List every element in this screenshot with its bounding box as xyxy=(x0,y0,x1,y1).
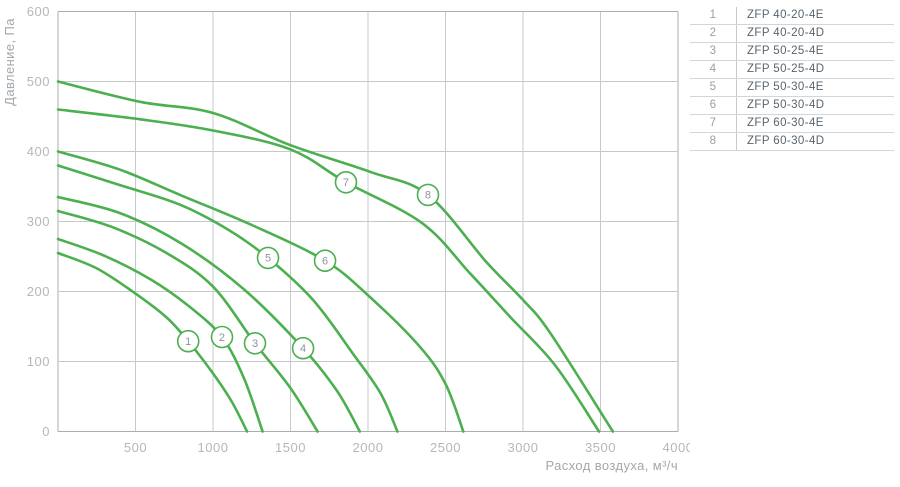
x-tick-label: 1500 xyxy=(275,440,306,455)
curve-label-number: 3 xyxy=(252,338,258,350)
legend-row-number: 6 xyxy=(690,97,737,114)
curve-label-8: 8 xyxy=(416,183,440,207)
curve-label-5: 5 xyxy=(256,246,280,270)
y-tick-label: 0 xyxy=(42,424,50,439)
x-tick-label: 2000 xyxy=(353,440,384,455)
curve-label-6: 6 xyxy=(313,249,337,273)
legend-table: 1 ZFP 40-20-4E 2 ZFP 40-20-4D 3 ZFP 50-25-4E 4… xyxy=(690,7,894,151)
legend-row: 2 ZFP 40-20-4D xyxy=(690,25,894,43)
curve-label-circle xyxy=(243,331,267,355)
legend-row-number: 1 xyxy=(690,7,737,24)
legend-row: 3 ZFP 50-25-4E xyxy=(690,43,894,61)
legend-row-number: 8 xyxy=(690,133,737,150)
x-tick-label: 1000 xyxy=(198,440,229,455)
curve-label-number: 4 xyxy=(300,343,306,355)
curve-label-number: 1 xyxy=(185,336,191,348)
legend-row-model: ZFP 50-30-4D xyxy=(747,99,825,111)
legend-row-number: 2 xyxy=(690,25,737,42)
x-tick-label: 4000 xyxy=(663,440,690,455)
legend-row-number: 7 xyxy=(690,115,737,132)
x-tick-label: 2500 xyxy=(430,440,461,455)
curve-7 xyxy=(56,108,601,433)
y-axis-title: Давление, Па xyxy=(2,18,17,106)
curve-label-7: 7 xyxy=(334,171,358,194)
axis-tick-labels: 500 1000 1500 2000 2500 3000 3500 4000010020030… xyxy=(27,4,690,455)
curve-4 xyxy=(56,195,362,433)
x-tick-label: 500 xyxy=(124,440,147,455)
curve-label-number: 8 xyxy=(425,190,431,202)
legend-row-model: ZFP 50-25-4E xyxy=(747,45,824,57)
x-axis-title: Расход воздуха, м³/ч xyxy=(545,458,678,473)
curve-2 xyxy=(56,237,264,433)
x-tick-label: 3500 xyxy=(585,440,616,455)
curve-label-circle xyxy=(176,329,200,353)
curve-label-3: 3 xyxy=(243,331,267,355)
legend-row-number: 3 xyxy=(690,43,737,60)
curve-8 xyxy=(56,80,615,433)
legend-row-number: 5 xyxy=(690,79,737,96)
curve-label-2: 2 xyxy=(210,325,234,349)
curve-number-markers: 1 2 3 4 5 6 7 8 xyxy=(176,171,440,360)
legend-row-model: ZFP 60-30-4D xyxy=(747,135,825,147)
y-tick-label: 300 xyxy=(27,214,50,229)
y-tick-label: 100 xyxy=(27,354,50,369)
legend-row-model: ZFP 60-30-4E xyxy=(747,117,824,129)
curve-label-4: 4 xyxy=(291,336,315,360)
legend-row: 5 ZFP 50-30-4E xyxy=(690,79,894,97)
legend-row: 4 ZFP 50-25-4D xyxy=(690,61,894,79)
curve-5 xyxy=(56,164,399,433)
y-tick-label: 400 xyxy=(27,144,50,159)
curve-label-number: 6 xyxy=(322,256,328,268)
chart-grid xyxy=(57,11,679,432)
curve-label-number: 2 xyxy=(219,332,225,344)
legend-row-number: 4 xyxy=(690,61,737,78)
legend-row: 1 ZFP 40-20-4E xyxy=(690,7,894,25)
legend-row-model: ZFP 40-20-4E xyxy=(747,9,824,21)
y-tick-label: 200 xyxy=(27,284,50,299)
curve-label-circle xyxy=(313,249,337,273)
legend-row-model: ZFP 40-20-4D xyxy=(747,27,825,39)
legend-row: 6 ZFP 50-30-4D xyxy=(690,97,894,115)
legend-row-model: ZFP 50-30-4E xyxy=(747,81,824,93)
curve-label-circle xyxy=(334,171,358,194)
curve-3 xyxy=(56,209,319,433)
curve-label-circle xyxy=(291,336,315,360)
y-tick-label: 600 xyxy=(27,4,50,19)
fan-performance-chart: 1 23 45 678 500 1000 1500 2000 2500 3000 3500 4000… xyxy=(2,4,690,473)
legend-row-model: ZFP 50-25-4D xyxy=(747,63,825,75)
x-tick-label: 3000 xyxy=(508,440,539,455)
curve-label-number: 7 xyxy=(343,177,349,189)
curve-label-1: 1 xyxy=(176,329,200,353)
curve-label-circle xyxy=(416,183,440,207)
curve-label-circle xyxy=(256,246,280,270)
legend-row: 7 ZFP 60-30-4E xyxy=(690,115,894,133)
curve-1 xyxy=(56,251,249,433)
curve-label-number: 5 xyxy=(265,253,271,265)
legend-row: 8 ZFP 60-30-4D xyxy=(690,133,894,151)
y-tick-label: 500 xyxy=(27,74,50,89)
curve-label-circle xyxy=(210,325,234,349)
